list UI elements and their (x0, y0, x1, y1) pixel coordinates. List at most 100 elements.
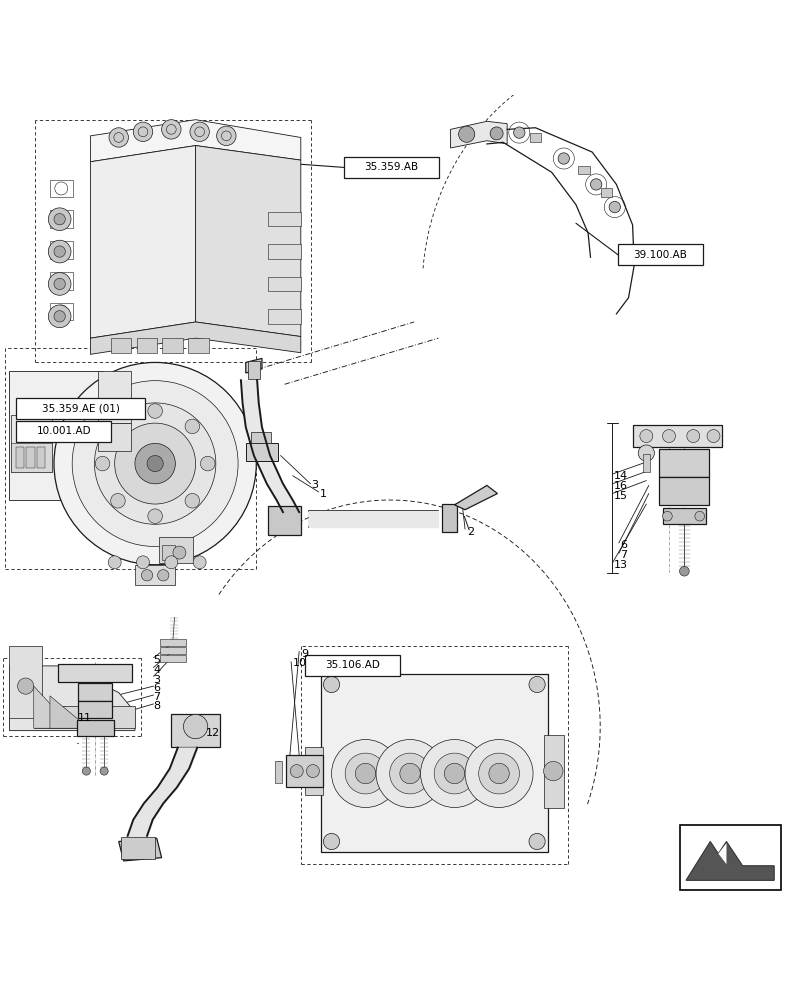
Bar (659, 477, 709, 505)
Circle shape (513, 127, 524, 138)
Text: 7: 7 (153, 692, 161, 702)
Circle shape (109, 128, 128, 147)
Bar (529, 133, 540, 142)
Polygon shape (685, 841, 773, 880)
Polygon shape (195, 146, 300, 337)
Bar (16, 447, 24, 468)
Circle shape (306, 765, 319, 778)
Bar (50, 241, 72, 259)
Circle shape (108, 556, 121, 569)
Circle shape (54, 214, 65, 225)
Circle shape (173, 546, 186, 559)
Polygon shape (50, 696, 88, 728)
Circle shape (662, 430, 675, 443)
Circle shape (375, 740, 444, 808)
Circle shape (133, 122, 152, 142)
Text: 9: 9 (300, 649, 307, 659)
Polygon shape (10, 666, 135, 731)
Bar (577, 166, 589, 174)
Bar (50, 210, 72, 228)
Circle shape (148, 509, 162, 523)
Circle shape (478, 753, 519, 794)
Text: 5: 5 (153, 655, 161, 665)
Bar (159, 537, 193, 563)
Circle shape (54, 362, 256, 565)
Bar (248, 361, 260, 379)
Circle shape (110, 419, 125, 434)
Text: 10: 10 (292, 658, 307, 668)
Circle shape (345, 753, 385, 794)
Circle shape (141, 570, 152, 581)
Bar (188, 338, 208, 353)
Bar (16, 421, 111, 442)
Bar (304, 655, 400, 676)
Circle shape (100, 767, 108, 775)
Circle shape (694, 511, 704, 521)
Circle shape (183, 714, 208, 739)
Circle shape (161, 120, 181, 139)
Text: 15: 15 (613, 491, 627, 501)
Text: 35.106.AD: 35.106.AD (324, 660, 380, 670)
Circle shape (686, 430, 699, 443)
Bar (27, 447, 35, 468)
Circle shape (488, 763, 508, 784)
Circle shape (185, 419, 200, 434)
Bar (160, 655, 186, 662)
Text: 14: 14 (613, 471, 628, 481)
Text: 13: 13 (613, 560, 627, 570)
Circle shape (82, 767, 90, 775)
Circle shape (165, 556, 178, 569)
Bar (320, 674, 547, 852)
Polygon shape (90, 322, 300, 354)
Circle shape (72, 381, 238, 547)
Circle shape (608, 201, 620, 213)
Bar (304, 747, 322, 795)
Bar (50, 303, 72, 320)
Circle shape (590, 179, 601, 190)
Circle shape (323, 833, 339, 850)
Bar (642, 454, 650, 472)
Circle shape (49, 240, 71, 263)
Circle shape (706, 430, 719, 443)
Bar (160, 639, 186, 646)
Circle shape (193, 556, 206, 569)
Bar (162, 338, 182, 353)
Bar (275, 761, 282, 783)
Circle shape (458, 126, 474, 142)
Circle shape (490, 127, 503, 140)
Bar (268, 277, 300, 291)
Text: 12: 12 (206, 728, 220, 738)
Bar (136, 338, 157, 353)
Polygon shape (450, 121, 507, 148)
Bar (160, 647, 186, 654)
Circle shape (94, 403, 216, 524)
Text: 10.001.AD: 10.001.AD (36, 426, 91, 436)
Circle shape (135, 443, 175, 484)
Bar (600, 188, 611, 197)
Bar (320, 674, 547, 852)
Bar (50, 180, 72, 197)
Bar (76, 720, 114, 736)
Circle shape (389, 753, 430, 794)
Circle shape (54, 311, 65, 322)
Bar (37, 447, 45, 468)
Bar (11, 415, 51, 472)
Bar (343, 157, 439, 178)
Text: 6: 6 (620, 540, 627, 550)
Circle shape (679, 566, 689, 576)
Circle shape (49, 305, 71, 328)
Bar (268, 244, 300, 259)
Circle shape (18, 678, 34, 694)
Bar (268, 212, 300, 226)
Bar (10, 646, 42, 718)
Text: 6: 6 (153, 683, 161, 693)
Bar (251, 432, 271, 443)
Bar (135, 565, 175, 585)
Circle shape (465, 740, 532, 808)
Bar (98, 423, 131, 451)
Bar (286, 755, 322, 787)
Bar (98, 371, 131, 423)
Bar (78, 683, 112, 701)
Bar (58, 664, 132, 682)
Bar (543, 735, 563, 808)
